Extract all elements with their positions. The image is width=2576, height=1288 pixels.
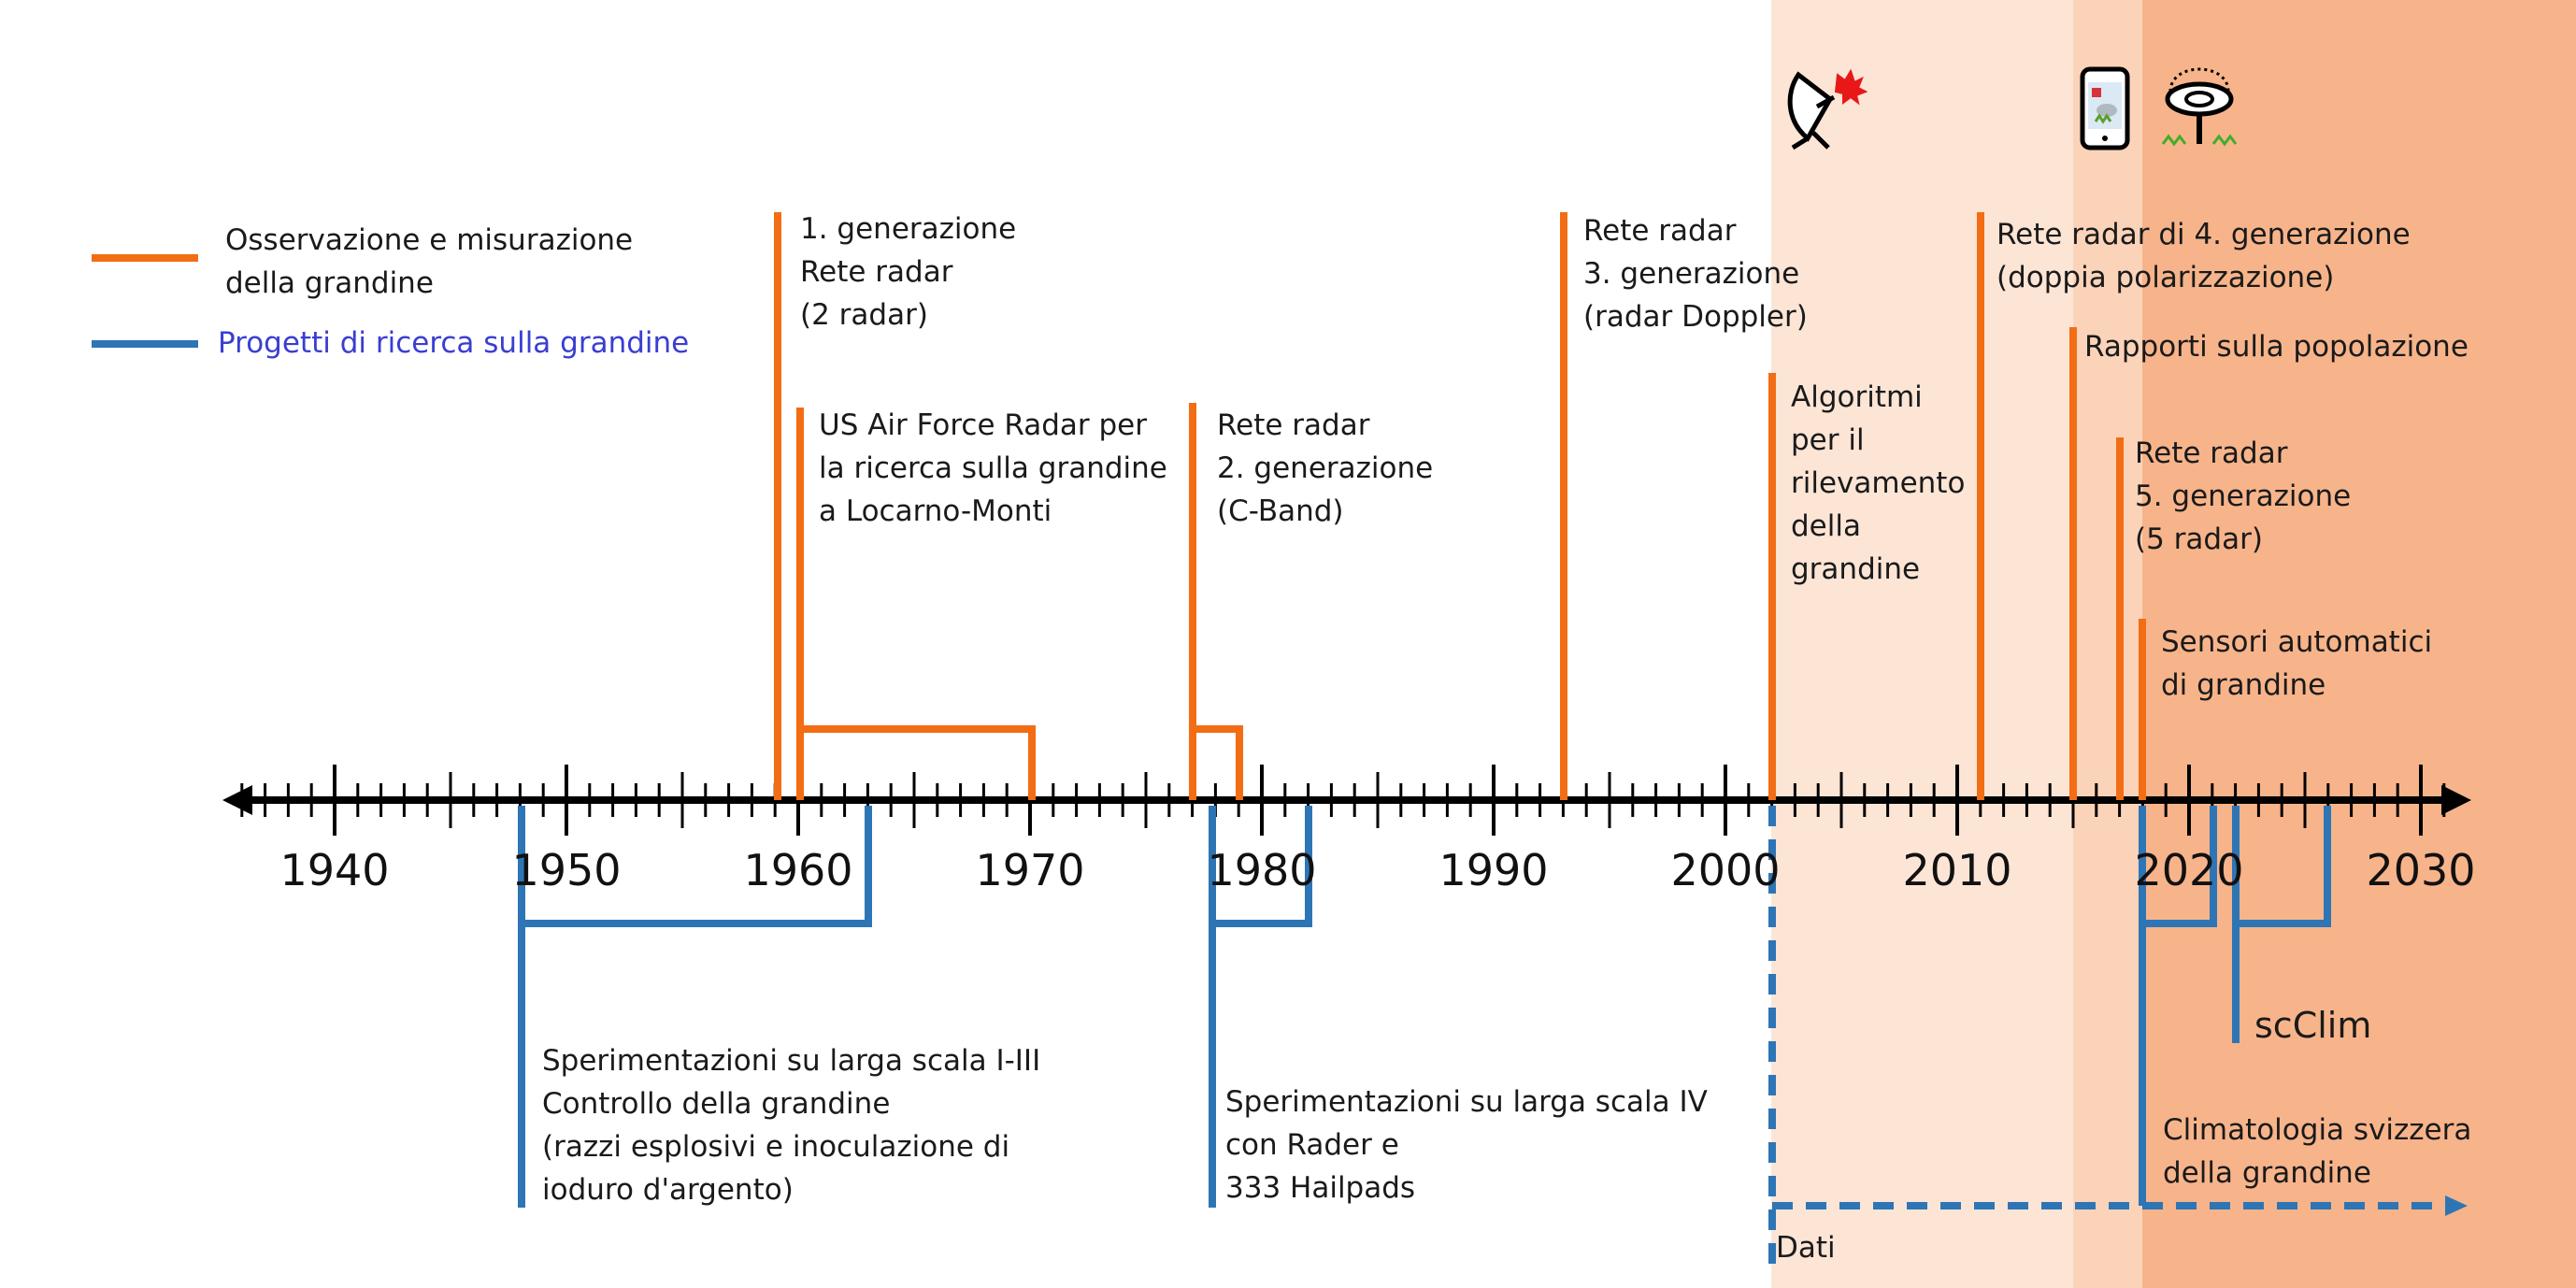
axis-year-label: 2010 [1902, 845, 2012, 895]
gen1-label: 1. generazione Rete radar (2 radar) [800, 212, 1017, 332]
gen2-label: Rete radar 2. generazione (C-Band) [1217, 408, 1434, 528]
background-band-light [1771, 0, 2073, 1288]
algo-label: Algoritmi per il rilevamento della grand… [1791, 380, 1966, 586]
axis-arrow-right [2441, 785, 2471, 815]
legend-observation-label: Osservazione e misurazione della grandin… [225, 223, 634, 300]
axis-year-label: 1960 [743, 845, 853, 895]
climatology-label: Climatologia svizzera della grandine [2163, 1113, 2472, 1190]
large1-label: Sperimentazioni su larga scala I-III Con… [542, 1044, 1041, 1207]
background-band-dark [2142, 0, 2576, 1288]
data-label: Dati [1776, 1231, 1836, 1265]
sensors-label: Sensori automatici di grandine [2161, 625, 2433, 702]
gen3-label: Rete radar 3. generazione (radar Doppler… [1583, 214, 1808, 334]
scclim-label: scClim [2254, 1005, 2372, 1046]
data-arrow-head [2445, 1195, 2468, 1216]
usaf-bracket [796, 408, 1036, 800]
smartphone-icon [2080, 66, 2130, 150]
usaf-label: US Air Force Radar per la ricerca sulla … [819, 408, 1167, 528]
axis-year-label: 1940 [279, 845, 390, 895]
scclim-bracket [2232, 806, 2331, 927]
gen2-bracket [1193, 725, 1243, 800]
gen4-label: Rete radar di 4. generazione (doppia pol… [1996, 218, 2411, 294]
background-band-mid [2073, 0, 2142, 1288]
axis-year-label: 1970 [975, 845, 1085, 895]
gen5-label: Rete radar 5. generazione (5 radar) [2135, 436, 2352, 556]
hail-sensor-icon [2161, 67, 2238, 147]
axis-year-label: 1980 [1207, 845, 1317, 895]
large4-label: Sperimentazioni su larga scala IV con Ra… [1225, 1085, 1708, 1205]
reports-label: Rapporti sulla popolazione [2084, 330, 2469, 364]
axis-year-label: 1990 [1438, 845, 1549, 895]
large1-bracket [518, 806, 872, 927]
axis-arrow-left [222, 785, 252, 815]
axis-year-label: 2000 [1670, 845, 1781, 895]
project-2018-bracket [2139, 806, 2217, 927]
axis-year-label: 2030 [2366, 845, 2476, 895]
radar-dish-icon [1787, 68, 1868, 150]
legend-research-label: Progetti di ricerca sulla grandine [218, 326, 690, 360]
axis-year-label: 2020 [2134, 845, 2244, 895]
large4-bracket [1209, 806, 1312, 927]
axis-year-label: 1950 [511, 845, 622, 895]
